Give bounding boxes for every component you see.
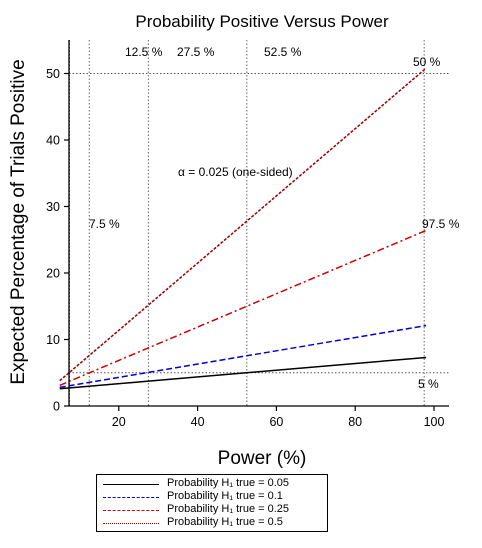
ref-hline-label-0: 5 % bbox=[418, 377, 439, 391]
series-line-0 bbox=[59, 356, 427, 390]
legend-label-2: Probability H₁ true = 0.25 bbox=[167, 503, 290, 515]
legend-swatch-2 bbox=[103, 510, 159, 511]
x-tick-label-2: 60 bbox=[269, 415, 283, 429]
legend-item-0: Probability H₁ true = 0.05 bbox=[97, 477, 327, 491]
y-tick-label-4: 40 bbox=[46, 134, 60, 148]
series-lines bbox=[59, 67, 427, 390]
ref-vline-label-4: 97.5 % bbox=[422, 217, 460, 231]
ref-vline-label-2: 27.5 % bbox=[177, 45, 215, 59]
x-tick-label-0: 20 bbox=[112, 415, 126, 429]
ref-vline-label-1: 12.5 % bbox=[125, 45, 163, 59]
ref-hline-label-1: 50 % bbox=[413, 55, 441, 69]
alpha-annotation: α = 0.025 (one-sided) bbox=[178, 165, 293, 179]
legend-label-3: Probability H₁ true = 0.5 bbox=[167, 516, 283, 528]
legend-swatch-1 bbox=[103, 497, 159, 498]
ref-vline-label-3: 52.5 % bbox=[264, 45, 302, 59]
x-tick-label-4: 100 bbox=[424, 415, 445, 429]
y-tick-label-5: 50 bbox=[46, 67, 60, 81]
legend: Probability H₁ true = 0.05 Probability H₁… bbox=[96, 474, 328, 532]
reference-lines bbox=[69, 40, 449, 406]
x-ticks: 20 40 60 80 100 bbox=[112, 406, 445, 429]
legend-swatch-3 bbox=[103, 523, 159, 524]
y-axis-label: Expected Percentage of Trials Positive bbox=[8, 59, 29, 384]
chart-title: Probability Positive Versus Power bbox=[135, 12, 389, 31]
legend-item-3: Probability H₁ true = 0.5 bbox=[97, 516, 327, 530]
series-line-3 bbox=[59, 67, 427, 382]
y-tick-label-0: 0 bbox=[53, 400, 60, 414]
y-tick-label-2: 20 bbox=[46, 267, 60, 281]
ref-vline-label-0: 7.5 % bbox=[89, 217, 120, 231]
series-line-1 bbox=[59, 324, 427, 389]
reference-labels: 7.5 % 12.5 % 27.5 % 52.5 % 97.5 % 5 % 50 % bbox=[89, 45, 460, 391]
x-axis-label: Power (%) bbox=[218, 448, 307, 469]
legend-label-1: Probability H₁ true = 0.1 bbox=[167, 490, 283, 502]
x-tick-label-3: 80 bbox=[348, 415, 362, 429]
x-tick-label-1: 40 bbox=[191, 415, 205, 429]
y-tick-label-3: 30 bbox=[46, 200, 60, 214]
legend-item-2: Probability H₁ true = 0.25 bbox=[97, 503, 327, 517]
series-line-2 bbox=[59, 229, 427, 387]
legend-item-1: Probability H₁ true = 0.1 bbox=[97, 490, 327, 504]
y-ticks: 0 10 20 30 40 50 bbox=[46, 67, 69, 414]
legend-label-0: Probability H₁ true = 0.05 bbox=[167, 477, 290, 489]
y-tick-label-1: 10 bbox=[46, 333, 60, 347]
legend-swatch-0 bbox=[103, 484, 159, 485]
